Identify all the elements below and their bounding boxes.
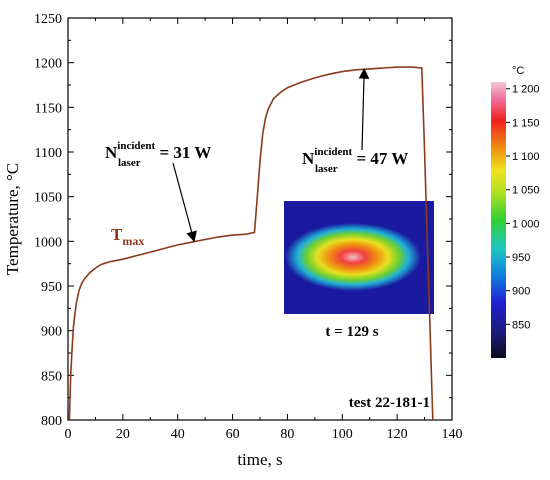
thermal-hot-spot <box>285 223 421 291</box>
colorbar-label: 1 200 <box>512 84 540 96</box>
colorbar-label: 950 <box>512 252 530 264</box>
x-tick-label: 100 <box>332 427 353 442</box>
annotation-31w-arrow <box>172 162 197 243</box>
annotation-47w-text: Nincident = 47 W <box>302 146 408 168</box>
colorbar: °C 1 200 1 150 1 100 1 050 1 000 950 900 850 <box>491 65 540 358</box>
x-tick-label: 80 <box>280 427 294 442</box>
colorbar-label: 1 150 <box>512 117 540 129</box>
axis-ticks <box>67 17 453 421</box>
y-tick-label: 1250 <box>34 12 62 27</box>
y-tick-label: 850 <box>41 369 62 384</box>
x-tick-label: 20 <box>116 427 130 442</box>
colorbar-unit: °C <box>512 65 524 77</box>
y-tick-label: 1150 <box>35 101 62 116</box>
series-line-tmax <box>68 66 434 421</box>
thermal-inset: t = 129 s <box>284 201 434 340</box>
y-axis-label: Temperature, °C <box>3 163 22 275</box>
x-tick-label: 0 <box>65 427 72 442</box>
colorbar-label: 1 050 <box>512 185 540 197</box>
annotation-47w: Nincident = 47 W laser <box>302 67 408 175</box>
colorbar-label: 900 <box>512 286 530 298</box>
x-tick-label: 60 <box>226 427 240 442</box>
y-tick-label: 800 <box>41 414 62 429</box>
y-tick-label: 900 <box>41 325 62 340</box>
series-label-tmax: Tmax <box>111 225 144 248</box>
test-label: test 22-181-1 <box>349 395 430 411</box>
y-tick-label: 1050 <box>34 191 62 206</box>
x-tick-label: 140 <box>442 427 463 442</box>
y-tick-labels: 800 850 900 950 1000 1050 1100 1150 1200 1250 <box>34 12 62 429</box>
annotation-31w: Nincident = 31 W laser <box>105 140 211 243</box>
x-tick-label: 120 <box>387 427 408 442</box>
colorbar-label: 850 <box>512 319 530 331</box>
colorbar-gradient <box>491 82 506 358</box>
y-tick-label: 1200 <box>34 57 62 72</box>
colorbar-label: 1 100 <box>512 151 540 163</box>
x-tick-labels: 0 20 40 60 80 100 120 140 <box>65 427 463 442</box>
y-tick-label: 1100 <box>35 146 62 161</box>
x-tick-label: 40 <box>171 427 185 442</box>
inset-caption: t = 129 s <box>325 324 378 340</box>
annotation-31w-text: Nincident = 31 W <box>105 140 211 162</box>
annotation-31w-subscript: laser <box>118 157 141 169</box>
colorbar-labels: 1 200 1 150 1 100 1 050 1 000 950 900 850 <box>506 84 540 331</box>
annotation-47w-arrow <box>358 67 370 151</box>
y-tick-label: 1000 <box>34 235 62 250</box>
y-tick-label: 950 <box>41 280 62 295</box>
annotation-47w-subscript: laser <box>315 163 338 175</box>
x-axis-label: time, s <box>237 450 282 469</box>
colorbar-label: 1 000 <box>512 218 540 230</box>
